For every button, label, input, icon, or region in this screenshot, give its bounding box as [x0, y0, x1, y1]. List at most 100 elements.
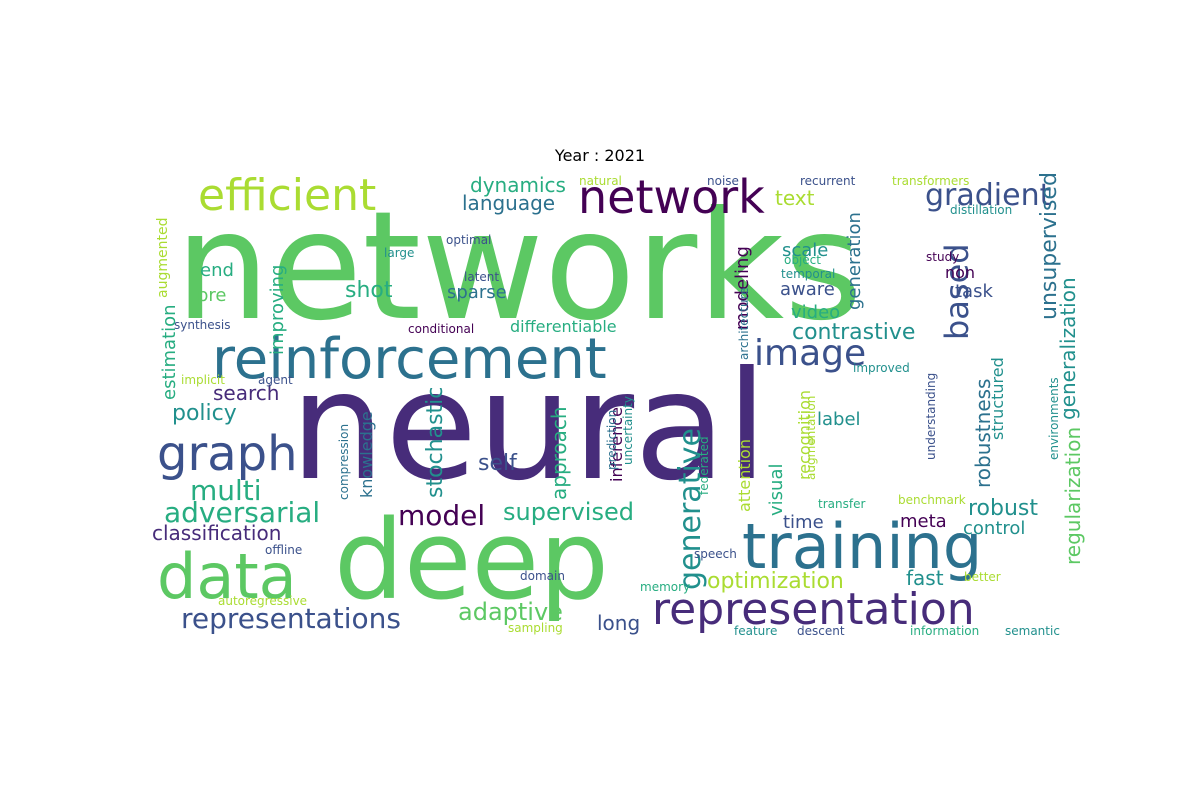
word-robustness: robustness: [971, 379, 995, 488]
word-modeling: modeling: [732, 246, 753, 330]
word-adaptive: adaptive: [458, 598, 563, 626]
word-estimation: estimation: [159, 304, 180, 400]
word-time: time: [783, 512, 824, 533]
word-study: study: [926, 250, 959, 264]
word-descent: descent: [797, 624, 845, 638]
word-federated: federated: [697, 436, 711, 495]
word-large: large: [384, 246, 414, 260]
word-prediction: prediction: [605, 410, 619, 470]
word-noise: noise: [707, 174, 739, 188]
word-supervised: supervised: [503, 498, 634, 526]
word-distillation: distillation: [950, 203, 1012, 217]
word-adversarial: adversarial: [164, 496, 320, 529]
word-multi: multi: [190, 474, 262, 507]
word-efficient: efficient: [198, 170, 376, 221]
word-object: object: [784, 253, 821, 267]
word-latent: latent: [464, 270, 499, 284]
word-optimization: optimization: [707, 569, 844, 594]
word-stochastic: stochastic: [423, 387, 448, 498]
word-generative: generative: [673, 428, 708, 590]
word-uncertainty: uncertainty: [621, 396, 635, 465]
word-contrastive: contrastive: [792, 320, 915, 345]
word-recognition: recognition: [795, 390, 814, 480]
word-classification: classification: [152, 521, 281, 545]
word-architecture: architecture: [737, 287, 751, 360]
figure-title: Year : 2021: [554, 146, 646, 165]
word-recurrent: recurrent: [800, 174, 856, 188]
word-regularization: regularization: [1061, 427, 1085, 565]
word-long: long: [597, 611, 640, 635]
word-conditional: conditional: [408, 322, 474, 336]
word-video: video: [791, 302, 840, 323]
word-graph: graph: [157, 426, 298, 482]
word-aware: aware: [780, 279, 835, 300]
word-compression: compression: [337, 424, 351, 500]
word-language: language: [462, 191, 555, 215]
word-shot: shot: [345, 278, 393, 303]
word-representation: representation: [652, 584, 975, 635]
word-transfer: transfer: [818, 497, 865, 511]
word-improving: improving: [267, 265, 288, 355]
word-deep: deep: [334, 496, 609, 624]
word-transformers: transformers: [892, 174, 969, 188]
word-meta: meta: [900, 511, 947, 532]
word-image: image: [754, 333, 866, 374]
word-generalization: generalization: [1056, 277, 1080, 420]
word-task: task: [955, 281, 993, 302]
word-self: self: [478, 451, 518, 476]
word-synthesis: synthesis: [174, 318, 231, 332]
word-text: text: [775, 186, 815, 210]
word-sparse: sparse: [447, 282, 507, 303]
word-unsupervised: unsupervised: [1037, 172, 1062, 320]
word-gradient: gradient: [925, 178, 1052, 213]
word-data: data: [157, 540, 297, 613]
word-semantic: semantic: [1005, 624, 1060, 638]
word-end: end: [200, 260, 234, 281]
word-model: model: [398, 499, 485, 532]
word-structured: structured: [988, 357, 1007, 440]
word-information: information: [910, 624, 979, 638]
word-environments: environments: [1047, 377, 1061, 460]
word-generation: generation: [844, 212, 865, 310]
word-label: label: [817, 409, 861, 430]
word-temporal: temporal: [781, 267, 835, 281]
word-better: better: [964, 570, 1001, 584]
word-representations: representations: [181, 602, 401, 635]
word-based: based: [938, 243, 976, 340]
word-attention: attention: [735, 439, 754, 512]
word-reinforcement: reinforcement: [212, 327, 607, 392]
word-search: search: [213, 381, 279, 405]
word-augmented: augmented: [155, 218, 171, 298]
word-optimal: optimal: [446, 233, 491, 247]
word-scale: scale: [782, 240, 828, 261]
word-network: network: [578, 170, 765, 224]
word-fast: fast: [906, 566, 944, 590]
word-dynamics: dynamics: [470, 173, 566, 197]
word-inference: inference: [607, 407, 626, 482]
word-benchmark: benchmark: [898, 493, 966, 507]
word-non: non: [945, 263, 975, 282]
word-pre: pre: [197, 285, 227, 306]
word-sampling: sampling: [508, 621, 563, 635]
word-differentiable: differentiable: [510, 317, 617, 336]
word-robust: robust: [968, 496, 1038, 521]
word-implicit: implicit: [181, 373, 225, 387]
word-control: control: [963, 518, 1025, 539]
word-memory: memory: [640, 580, 690, 594]
word-domain: domain: [520, 569, 565, 583]
word-offline: offline: [265, 543, 302, 557]
word-understanding: understanding: [924, 373, 938, 460]
word-speech: speech: [694, 547, 737, 561]
word-visual: visual: [766, 464, 787, 516]
word-knowledge: knowledge: [357, 411, 376, 498]
word-policy: policy: [172, 401, 237, 426]
word-augmentation: augmentation: [804, 396, 818, 480]
word-autoregressive: autoregressive: [218, 594, 307, 608]
word-neural: neural: [290, 340, 768, 514]
word-agent: agent: [258, 373, 293, 387]
word-natural: natural: [579, 174, 622, 188]
word-feature: feature: [734, 624, 777, 638]
word-networks: networks: [175, 180, 862, 354]
word-approach: approach: [547, 406, 571, 500]
